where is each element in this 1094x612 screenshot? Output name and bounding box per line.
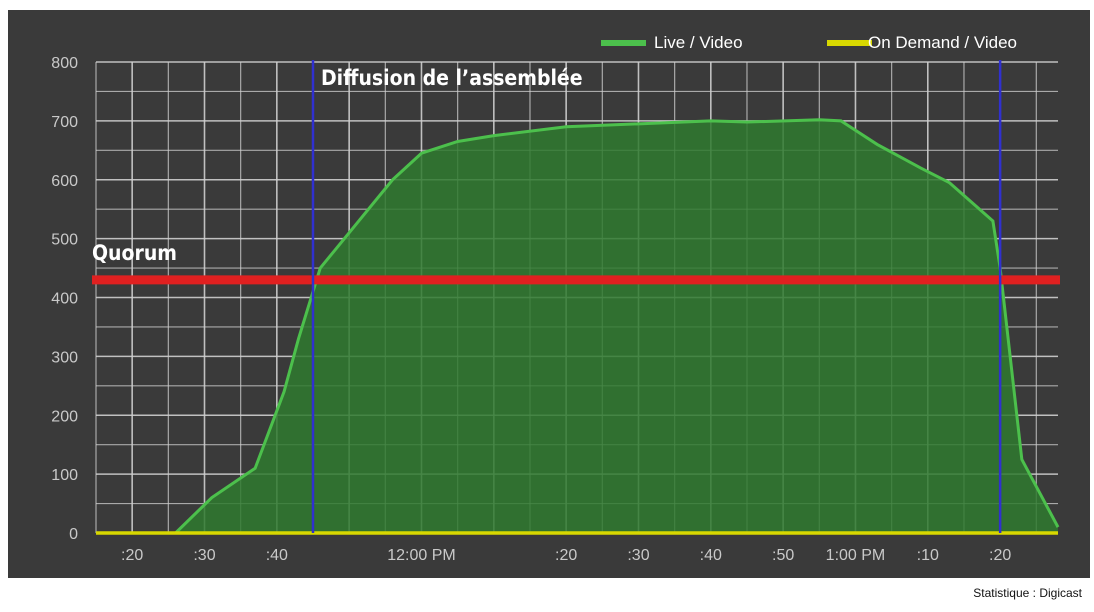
x-tick-label: 1:00 PM [826, 547, 886, 564]
legend: Live / Video On Demand / Video [601, 33, 1017, 52]
y-tick-label: 400 [51, 291, 78, 308]
series-line-live-video [96, 118, 1060, 535]
y-tick-label: 500 [51, 232, 78, 249]
quorum-label: Quorum [92, 241, 177, 265]
y-tick-label: 0 [69, 526, 78, 543]
x-tick-label: :20 [989, 547, 1011, 564]
y-tick-label: 600 [51, 173, 78, 190]
live-viewers-area-chart: Quorum Diffusion de l’assemblée 0 100 200 30… [51, 33, 1060, 564]
x-tick-label: :20 [555, 547, 577, 564]
x-tick-label: :20 [121, 547, 143, 564]
y-tick-label: 200 [51, 408, 78, 425]
y-tick-label: 700 [51, 114, 78, 131]
chart-panel: Quorum Diffusion de l’assemblée 0 100 200 30… [8, 10, 1090, 578]
x-tick-label: :50 [772, 547, 794, 564]
x-tick-label: :30 [627, 547, 649, 564]
broadcast-label: Diffusion de l’assemblée [321, 66, 583, 90]
x-tick-label: :40 [266, 547, 288, 564]
x-tick-label: :40 [700, 547, 722, 564]
y-tick-label: 100 [51, 467, 78, 484]
x-tick-label: :10 [917, 547, 939, 564]
legend-swatch-live-video [601, 40, 646, 46]
y-tick-label: 800 [51, 55, 78, 72]
series-area-live-video [96, 119, 1058, 533]
x-tick-label: 12:00 PM [387, 547, 455, 564]
x-tick-label: :30 [193, 547, 215, 564]
legend-swatch-on-demand-video [827, 40, 872, 46]
annotation-layer: Quorum Diffusion de l’assemblée [92, 60, 1060, 533]
legend-label-on-demand-video: On Demand / Video [868, 33, 1017, 52]
axis-tick-labels: 0 100 200 300 400 500 600 700 800 :20 :30 :40 12:00 … [51, 55, 1011, 564]
y-tick-label: 300 [51, 349, 78, 366]
series-layer [95, 118, 1060, 535]
legend-label-live-video: Live / Video [654, 33, 743, 52]
source-credit: Statistique : Digicast [973, 586, 1082, 600]
